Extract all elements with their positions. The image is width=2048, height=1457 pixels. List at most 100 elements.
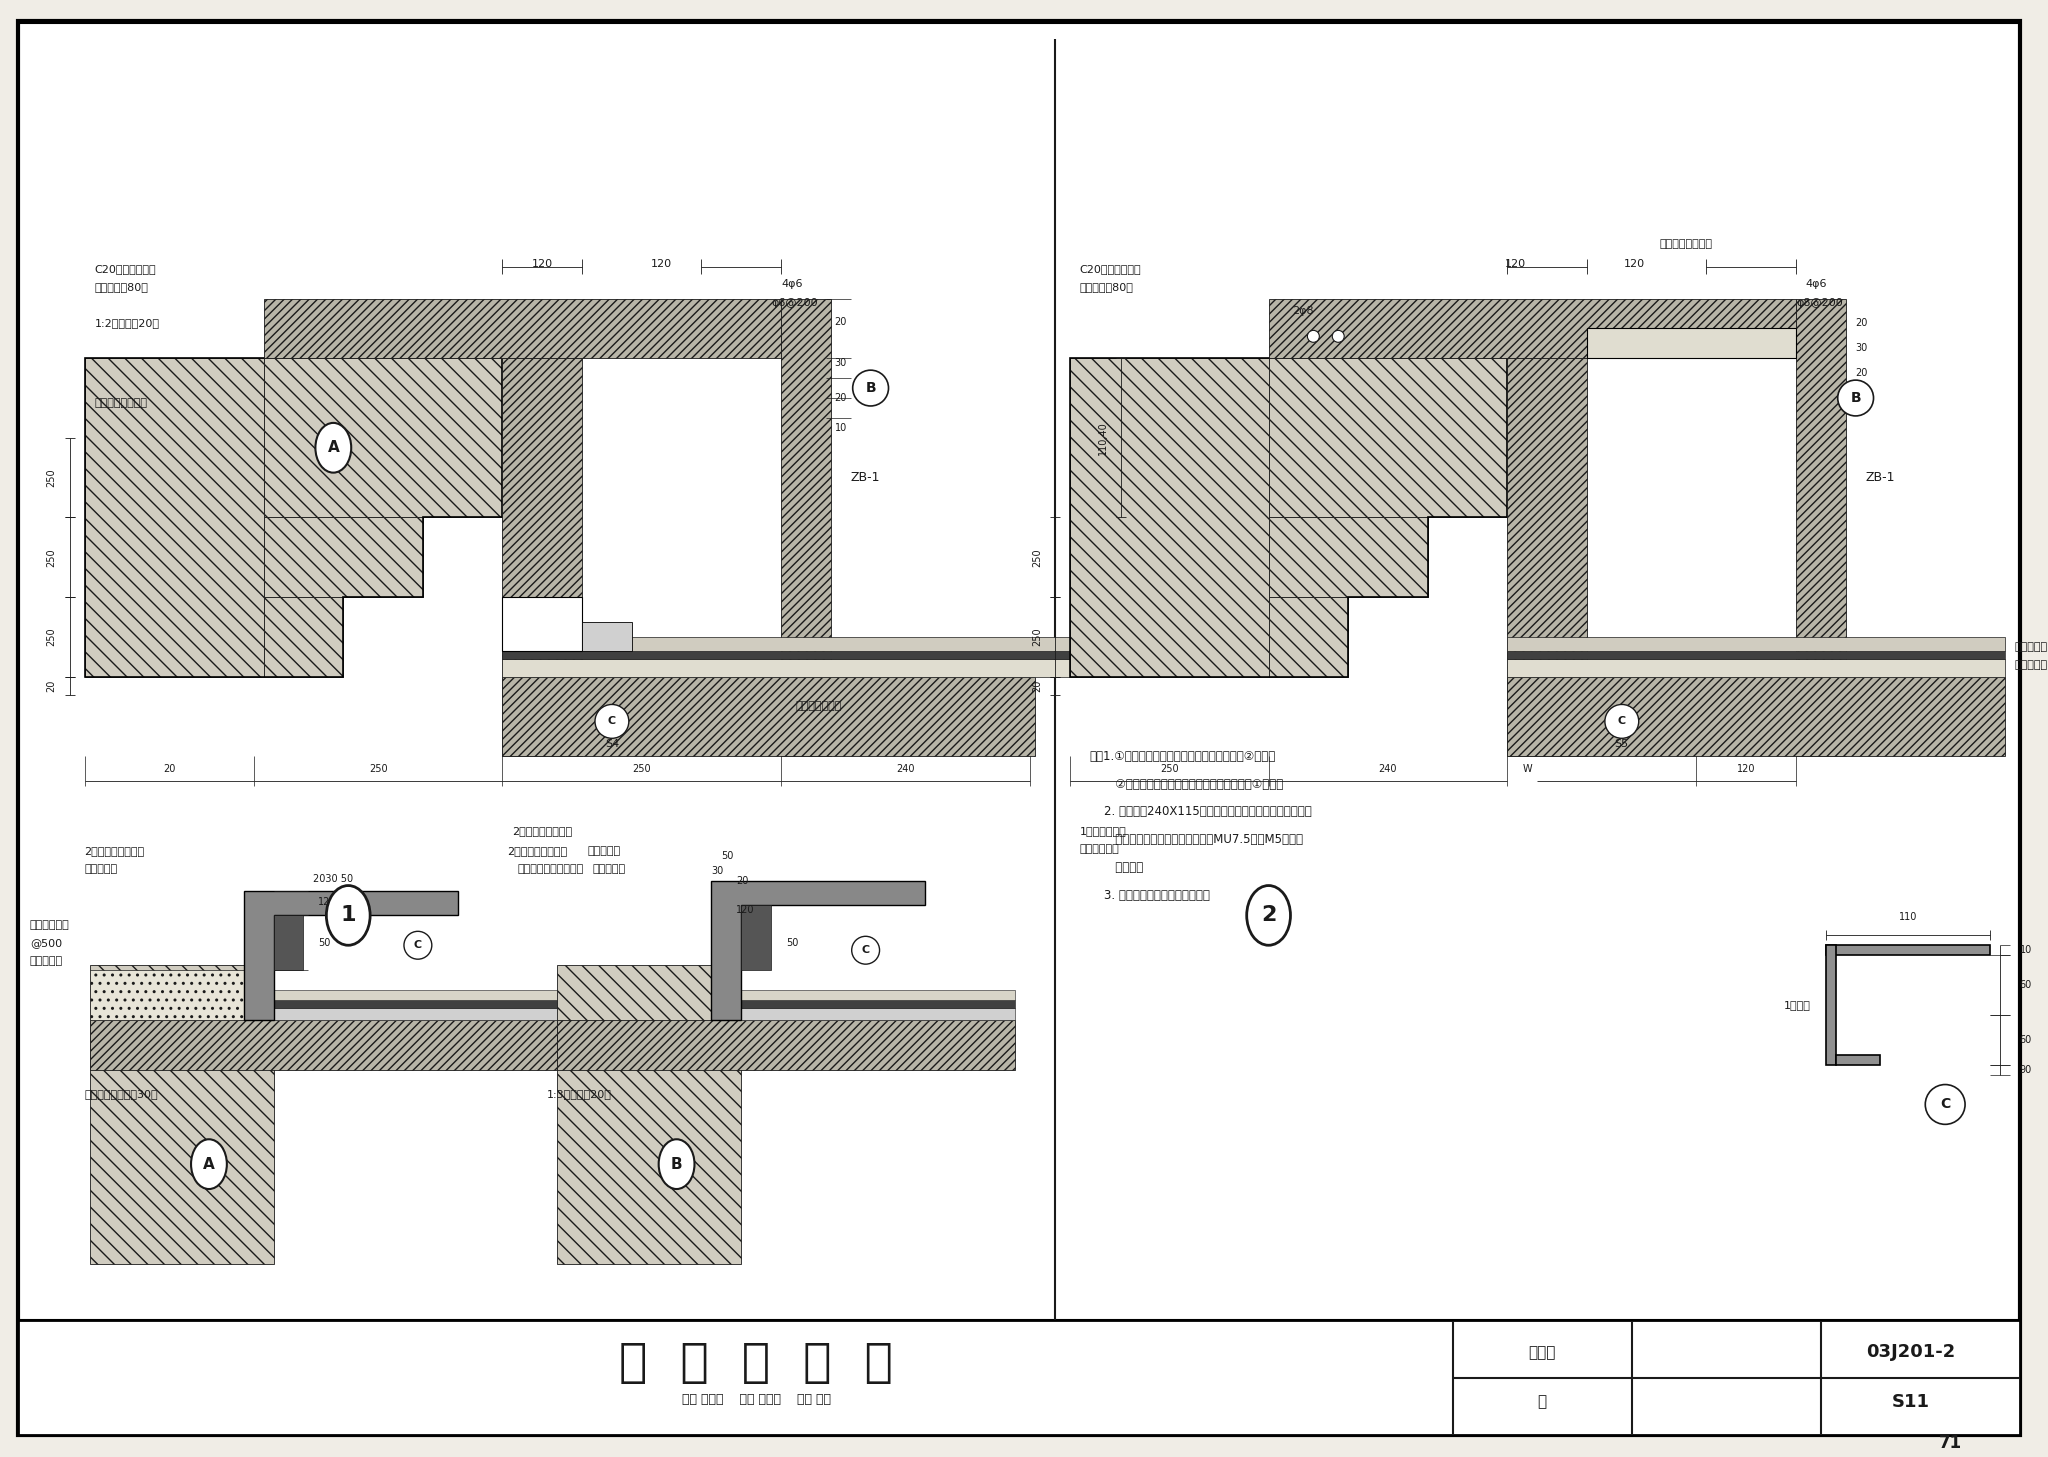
Text: 120: 120 <box>1624 259 1645 268</box>
Text: 涂膜防水层: 涂膜防水层 <box>592 864 625 874</box>
Polygon shape <box>244 890 457 1020</box>
Polygon shape <box>1835 1055 1880 1065</box>
Bar <box>1507 659 2005 676</box>
Text: 10: 10 <box>836 423 848 433</box>
Text: 1: 1 <box>340 905 356 925</box>
Bar <box>274 989 588 1000</box>
Text: 2φ8: 2φ8 <box>1292 306 1315 316</box>
Text: 250: 250 <box>1032 548 1042 567</box>
Text: 密封膏封严: 密封膏封严 <box>31 956 63 966</box>
Text: 3. 蹏步级数可按实际需要确定。: 3. 蹏步级数可按实际需要确定。 <box>1090 889 1210 902</box>
Text: 20: 20 <box>836 318 848 328</box>
Circle shape <box>596 705 629 739</box>
Text: 伸入墙内各80）: 伸入墙内各80） <box>94 281 147 291</box>
Polygon shape <box>582 622 631 651</box>
Text: S4: S4 <box>604 739 618 749</box>
Text: 60: 60 <box>2019 1034 2032 1045</box>
Text: 2厚涂膜附加层（与: 2厚涂膜附加层（与 <box>508 845 567 855</box>
Text: 120: 120 <box>737 905 756 915</box>
Text: 71: 71 <box>1939 1434 1962 1451</box>
Bar <box>741 905 772 970</box>
Circle shape <box>1333 331 1343 342</box>
Text: 乙烯泡沫塑料: 乙烯泡沫塑料 <box>1079 844 1120 854</box>
Text: 250: 250 <box>47 548 57 567</box>
Text: 10: 10 <box>1855 390 1868 401</box>
Text: 1厚铝板: 1厚铝板 <box>1784 1000 1810 1010</box>
Text: S11: S11 <box>1892 1393 1929 1410</box>
Text: 注：1.①用于有卷材或涂膜防水时，泛水部分按②施工，: 注：1.①用于有卷材或涂膜防水时，泛水部分按②施工， <box>1090 750 1276 762</box>
Text: C: C <box>1939 1097 1950 1112</box>
Bar <box>741 989 1016 1000</box>
Text: 聚合物水泥砂浆: 聚合物水泥砂浆 <box>797 701 842 711</box>
Text: 20: 20 <box>164 763 176 774</box>
Polygon shape <box>557 965 741 1263</box>
Polygon shape <box>502 676 1034 756</box>
Circle shape <box>1837 380 1874 415</box>
Bar <box>502 659 1120 676</box>
Bar <box>1587 328 1796 358</box>
Text: 屋面卷材或: 屋面卷材或 <box>2015 641 2048 651</box>
Text: 砖（砌块）砌踏步: 砖（砌块）砌踏步 <box>94 398 147 408</box>
Text: 120: 120 <box>317 898 336 908</box>
Text: 20: 20 <box>1032 679 1042 692</box>
Text: C: C <box>862 946 870 956</box>
Text: 2030 50: 2030 50 <box>313 874 354 883</box>
Text: 水泥钉或射钉: 水泥钉或射钉 <box>31 921 70 931</box>
Polygon shape <box>90 1020 588 1069</box>
Text: W: W <box>1522 763 1532 774</box>
Text: 20: 20 <box>47 679 57 692</box>
Ellipse shape <box>190 1139 227 1189</box>
Text: 250: 250 <box>47 468 57 487</box>
Ellipse shape <box>1247 886 1290 946</box>
Polygon shape <box>264 517 422 597</box>
Polygon shape <box>84 358 264 676</box>
Text: 可作适当调整，砖的强度等级为MU7.5，用M5水泥砂: 可作适当调整，砖的强度等级为MU7.5，用M5水泥砂 <box>1090 833 1303 847</box>
Text: C: C <box>608 717 616 727</box>
Bar <box>741 1000 1016 1008</box>
Circle shape <box>852 370 889 407</box>
Text: ZB-1: ZB-1 <box>1866 471 1894 484</box>
Circle shape <box>403 931 432 959</box>
Polygon shape <box>780 299 831 756</box>
Text: B: B <box>866 382 877 395</box>
Text: 250: 250 <box>369 763 387 774</box>
Text: 2. 砕体均按240X115砖的规格标注尺寸，采用其他材料时: 2. 砕体均按240X115砖的规格标注尺寸，采用其他材料时 <box>1090 806 1313 819</box>
Text: A: A <box>328 440 340 455</box>
Bar <box>18 1320 2019 1435</box>
Text: 30: 30 <box>836 358 848 369</box>
Polygon shape <box>264 358 502 517</box>
Text: 240: 240 <box>897 763 915 774</box>
Polygon shape <box>1069 358 1268 676</box>
Bar <box>502 651 1120 659</box>
Text: 240: 240 <box>1378 763 1397 774</box>
Text: 屋面防水层同类材质）: 屋面防水层同类材质） <box>518 864 584 874</box>
Bar <box>274 1000 588 1008</box>
Bar <box>274 915 303 970</box>
Text: A: A <box>203 1157 215 1171</box>
Text: 密封膏封严: 密封膏封严 <box>84 864 117 874</box>
Bar <box>502 637 1120 651</box>
Text: 1:2水泥砂浆20厚: 1:2水泥砂浆20厚 <box>94 319 160 328</box>
Text: S5: S5 <box>1614 739 1628 749</box>
Text: 聚苯乙烯泡沫塑料30厚: 聚苯乙烯泡沫塑料30厚 <box>84 1090 158 1100</box>
Polygon shape <box>264 597 344 676</box>
Text: ②用于无卷材或涂膜防水层时，泛水部分按①施工，: ②用于无卷材或涂膜防水层时，泛水部分按①施工， <box>1090 778 1284 791</box>
Polygon shape <box>1825 946 1991 956</box>
Text: C20混凝土（两端: C20混凝土（两端 <box>94 264 156 274</box>
Text: 10: 10 <box>2019 946 2032 956</box>
Polygon shape <box>264 299 780 358</box>
Text: 屋  面  出  入  口: 屋 面 出 入 口 <box>618 1340 893 1386</box>
Ellipse shape <box>315 423 350 472</box>
Polygon shape <box>1268 517 1427 597</box>
Text: ZB-1: ZB-1 <box>850 471 881 484</box>
Text: 110: 110 <box>1898 912 1917 922</box>
Text: φ6@200: φ6@200 <box>772 299 817 309</box>
Text: 60: 60 <box>2019 981 2032 991</box>
Circle shape <box>1307 331 1319 342</box>
Circle shape <box>1925 1084 1966 1125</box>
Text: 250: 250 <box>1032 628 1042 645</box>
Bar <box>274 1008 588 1020</box>
Text: 聚乙烯泡沫塑料棒: 聚乙烯泡沫塑料棒 <box>1661 239 1712 249</box>
Text: 30: 30 <box>711 865 723 876</box>
Polygon shape <box>1507 358 1587 756</box>
